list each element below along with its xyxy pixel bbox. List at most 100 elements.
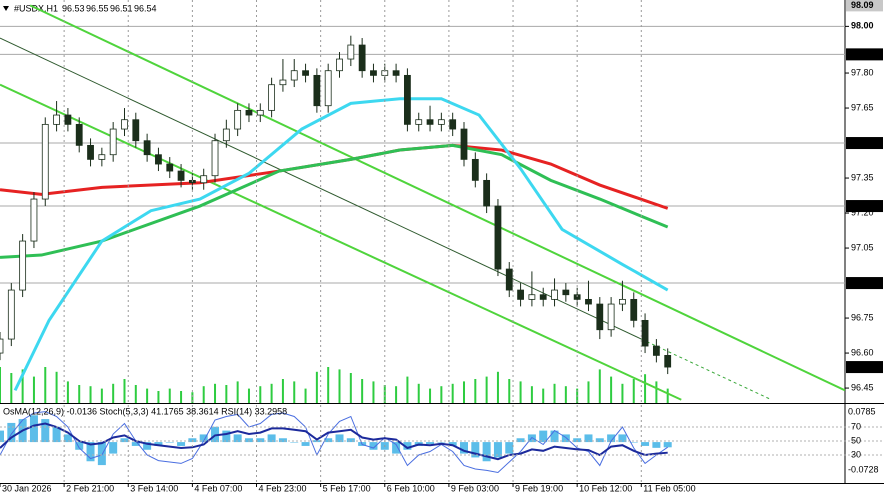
osma-bar — [52, 426, 61, 443]
x-tick-label: 11 Feb 05:00 — [643, 483, 695, 493]
candle-body — [143, 140, 151, 156]
y-tick-label: 96.75 — [851, 312, 874, 322]
candle-body — [302, 70, 309, 76]
candle-body — [607, 303, 615, 331]
trend-line — [0, 37, 642, 340]
volume-bar — [451, 383, 454, 403]
level-box — [846, 0, 883, 12]
volume-bar — [383, 385, 386, 403]
volume-bar — [180, 391, 183, 403]
volume-bar — [0, 367, 1, 403]
level-box — [846, 137, 883, 150]
volume-bar — [621, 383, 624, 403]
volume-bar — [202, 386, 205, 403]
level-box — [846, 277, 883, 290]
osma-bar — [459, 442, 468, 454]
plot-area — [0, 4, 845, 403]
candle-body — [279, 79, 287, 86]
y-tick-label: 97.35 — [851, 172, 874, 182]
candle-body — [517, 289, 524, 300]
level-label: 97.50 — [851, 137, 874, 147]
volume-bar — [564, 386, 567, 403]
candle-body — [370, 70, 377, 76]
volume-bar — [112, 383, 115, 403]
osc-level-label: 50 — [851, 435, 861, 445]
level-label: 98.00 — [851, 21, 874, 31]
volume-bar — [429, 388, 432, 403]
osma-bar — [86, 442, 95, 462]
volume-bar — [417, 383, 420, 403]
osma-bar — [131, 442, 140, 446]
candle-body — [290, 70, 298, 81]
volume-bar — [214, 383, 217, 403]
volume-bar — [587, 381, 590, 403]
volume-bar — [610, 376, 613, 403]
osma-bar — [0, 430, 4, 443]
osma-bar — [618, 434, 627, 443]
candle-body — [177, 170, 185, 181]
osma-bar — [29, 415, 38, 443]
osma-bar — [75, 442, 84, 450]
level-label: 97.88 — [851, 49, 874, 59]
volume-bar — [32, 376, 35, 403]
candle-body — [313, 74, 321, 107]
candle-body — [483, 179, 491, 207]
osma-bar — [301, 442, 310, 446]
volume-bar — [10, 373, 13, 403]
candle-body — [0, 338, 4, 354]
volume-bar — [632, 379, 635, 403]
candle-body — [437, 119, 445, 125]
level-label: 97.23 — [851, 200, 874, 210]
volume-bar — [406, 376, 409, 403]
candle-body — [7, 289, 15, 340]
osma-bar — [256, 438, 265, 443]
candle-body — [619, 298, 626, 305]
candle-body — [630, 298, 638, 321]
osma-bar — [154, 442, 163, 446]
level-box — [846, 361, 883, 374]
y-tick-label: 97.05 — [851, 242, 874, 252]
candle-body — [245, 109, 253, 116]
volume-bar — [281, 379, 284, 403]
osma-bar — [392, 442, 401, 454]
volume-bar — [236, 381, 239, 403]
candle-body — [471, 158, 479, 181]
y-tick-label: 96.45 — [851, 382, 874, 392]
volume-bar — [134, 385, 137, 403]
x-tick-label: 9 Feb 19:00 — [515, 483, 563, 493]
osma-scale-label: 0.0785 — [848, 406, 876, 416]
candle-body — [200, 175, 208, 184]
candle-body — [528, 294, 536, 300]
volume-bar — [191, 392, 194, 403]
osma-bar — [177, 442, 186, 446]
x-tick-label: 6 Feb 10:00 — [387, 483, 435, 493]
candle-body — [415, 119, 423, 125]
volume-bar — [21, 369, 24, 403]
candle-body — [53, 114, 60, 125]
osma-bar — [629, 442, 638, 443]
volume-bar — [349, 373, 352, 403]
candle-body — [19, 240, 27, 291]
moving-average — [0, 143, 669, 259]
osma-bar — [120, 438, 129, 443]
volume-bar — [66, 381, 69, 403]
volume-bar — [666, 388, 669, 403]
x-tick-label: 2 Feb 21:00 — [66, 483, 114, 493]
osma-bar — [595, 438, 604, 443]
level-label: 96.90 — [851, 277, 874, 287]
volume-bar — [225, 385, 228, 403]
volume-bar — [655, 381, 658, 403]
osma-bar — [663, 442, 672, 448]
collapse-icon[interactable] — [3, 6, 9, 11]
rsi-line — [0, 422, 668, 461]
x-tick-label: 10 Feb 12:00 — [579, 483, 632, 493]
y-tick-label: 97.65 — [851, 102, 874, 112]
candle-body — [562, 289, 570, 296]
candle-body — [336, 58, 343, 72]
volume-bar — [542, 388, 545, 403]
candle-body — [132, 119, 140, 142]
candle-body — [404, 74, 411, 125]
volume-bar — [270, 383, 273, 403]
